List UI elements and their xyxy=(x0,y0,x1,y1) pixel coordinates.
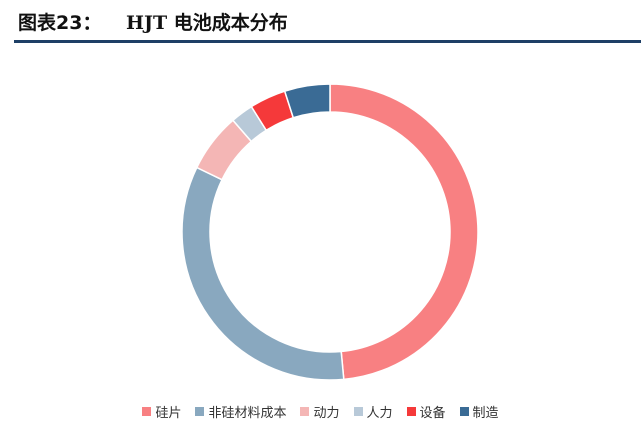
figure-number: 图表23： xyxy=(18,12,102,34)
legend-item: 硅片 xyxy=(142,402,181,421)
donut-chart xyxy=(181,83,479,381)
legend-item: 动力 xyxy=(300,402,340,421)
legend-label: 非硅材料成本 xyxy=(208,405,287,421)
legend-item: 制造 xyxy=(459,402,499,421)
legend-swatch xyxy=(300,406,310,416)
legend-label: 设备 xyxy=(419,405,446,421)
legend-item: 非硅材料成本 xyxy=(195,402,286,421)
legend-swatch xyxy=(459,406,469,416)
legend-item: 设备 xyxy=(406,402,446,421)
donut-slice-1 xyxy=(329,83,479,381)
figure-title: HJT 电池成本分布 xyxy=(126,12,288,34)
figure-header: 图表23： HJT 电池成本分布 xyxy=(0,0,641,46)
legend-label: 人力 xyxy=(366,405,393,421)
donut-slice-2 xyxy=(181,166,345,381)
legend-swatch xyxy=(142,406,152,416)
legend-label: 制造 xyxy=(472,405,499,421)
donut-slice-6 xyxy=(283,83,331,119)
legend-swatch xyxy=(353,406,363,416)
header-rule xyxy=(14,40,641,43)
legend-label: 硅片 xyxy=(155,405,182,421)
legend-swatch xyxy=(195,406,205,416)
legend-swatch xyxy=(406,406,416,416)
legend-label: 动力 xyxy=(313,405,340,421)
chart-legend: 硅片 非硅材料成本 动力 人力 设备 制造 xyxy=(0,402,641,421)
legend-item: 人力 xyxy=(353,402,393,421)
